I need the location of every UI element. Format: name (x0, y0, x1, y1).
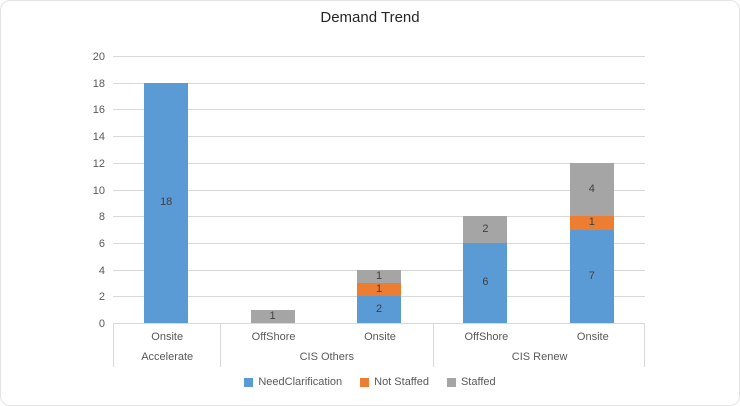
y-tick-label: 18 (92, 77, 105, 90)
category-label: Onsite (576, 331, 609, 343)
data-label: 1 (375, 269, 383, 282)
group-label: CIS Renew (511, 351, 568, 363)
segment-staffed: 1 (357, 269, 401, 283)
gridline (113, 162, 645, 164)
legend-label: Not Staffed (374, 376, 429, 388)
y-tick-label: 16 (92, 104, 105, 117)
group-separator (433, 324, 435, 367)
legend-swatch-icon (360, 377, 370, 387)
group-separator (220, 324, 222, 367)
data-label: 7 (588, 269, 595, 282)
gridline (113, 216, 645, 218)
gridline (113, 136, 645, 138)
gridline (113, 189, 645, 191)
segment-not-staffed: 1 (569, 216, 614, 230)
group-label: Accelerate (141, 351, 194, 363)
y-tick-label: 10 (92, 184, 105, 197)
segment-staffed: 2 (463, 216, 508, 243)
data-label: 4 (588, 183, 595, 195)
legend-swatch-icon (446, 377, 456, 387)
segment-staffed: 1 (250, 309, 295, 323)
data-label: 2 (375, 303, 383, 316)
gridline (113, 242, 645, 244)
data-label: 1 (375, 283, 383, 296)
segment-needclarification: 7 (569, 229, 614, 323)
segment-needclarification: 6 (463, 242, 508, 323)
y-tick-label: 12 (92, 157, 105, 170)
gridline (113, 82, 645, 84)
category-label: OffShore (464, 331, 509, 343)
gridline (113, 109, 645, 111)
category-label: Onsite (364, 331, 396, 343)
legend-item-staffed: Staffed (446, 376, 496, 388)
y-tick-label: 14 (92, 131, 105, 144)
y-tick-label: 20 (92, 51, 105, 63)
data-label: 1 (269, 309, 276, 322)
data-label: 18 (160, 196, 173, 209)
y-tick-label: 0 (98, 318, 105, 330)
bar-cis-renew-onsite: 7 1 4 (569, 56, 614, 323)
data-label: 1 (588, 216, 595, 229)
chart-title: Demand Trend (320, 9, 420, 26)
data-label: 2 (482, 223, 489, 236)
y-tick-label: 4 (98, 264, 105, 277)
y-tick-label: 2 (98, 291, 105, 304)
category-axis: Onsite OffShore Onsite OffShore Onsite Accele… (113, 324, 645, 367)
legend-item-needclarification: NeedClarification (244, 376, 342, 388)
category-label: OffShore (251, 331, 296, 343)
y-tick-label: 6 (98, 237, 105, 250)
category-label: Onsite (151, 331, 184, 343)
segment-not-staffed: 1 (357, 282, 401, 297)
gridline (113, 56, 645, 57)
group-label: CIS Others (299, 351, 354, 363)
legend: NeedClarification Not Staffed Staffed (1, 376, 739, 388)
legend-item-not-staffed: Not Staffed (360, 376, 429, 388)
segment-staffed: 4 (569, 162, 614, 217)
plot-area: 18 1 2 1 1 6 2 7 1 4 (113, 56, 645, 324)
segment-needclarification: 2 (357, 296, 401, 323)
legend-swatch-icon (244, 377, 254, 387)
segment-needclarification: 18 (144, 82, 189, 323)
bar-cis-others-offshore: 1 (250, 56, 295, 323)
bar-accelerate-onsite: 18 (144, 56, 189, 323)
data-label: 6 (482, 276, 489, 289)
y-tick-label: 8 (98, 211, 105, 224)
legend-label: NeedClarification (258, 376, 343, 388)
legend-label: Staffed (460, 376, 496, 388)
